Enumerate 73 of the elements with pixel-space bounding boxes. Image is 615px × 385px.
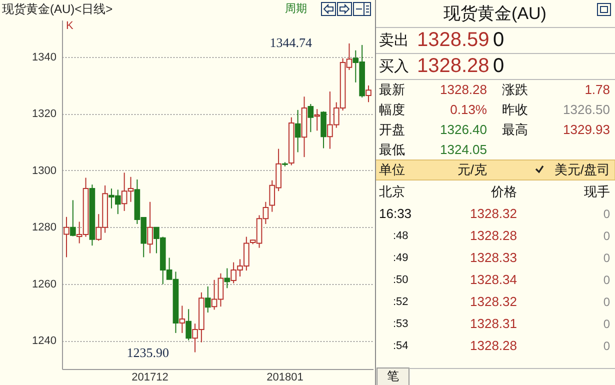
text: 1.78: [584, 82, 610, 97]
text: 最高: [502, 122, 528, 137]
y-tick-label: 1260: [32, 278, 56, 290]
text: :53: [393, 318, 408, 330]
text: :52: [393, 296, 408, 308]
text: 1328.28: [470, 338, 517, 353]
text: 1328.31: [470, 316, 517, 331]
text: 昨收: [502, 102, 528, 117]
text: 1329.93: [563, 122, 610, 137]
text: 买入: [379, 58, 409, 75]
text: 价格: [490, 184, 517, 199]
candlestick: [366, 84, 372, 103]
y-tick-label: 1280: [32, 222, 56, 234]
candlestick: [294, 109, 301, 153]
text: 0.13%: [450, 102, 488, 117]
text: 1328.28: [470, 228, 517, 243]
text: 0: [493, 55, 504, 77]
text: 1328.59: [417, 29, 490, 51]
text: 北京: [379, 184, 405, 199]
text: :49: [393, 252, 408, 264]
text: 1326.40: [440, 122, 487, 137]
text: 1326.50: [563, 102, 610, 117]
candlestick: [70, 200, 76, 237]
text: :50: [393, 274, 408, 286]
candlestick: [186, 308, 192, 341]
text: 单位: [379, 162, 405, 177]
text: 周期: [285, 3, 307, 15]
text: 0: [603, 339, 610, 353]
candlestick: [147, 201, 153, 254]
y-tick-label: 1240: [32, 335, 56, 348]
text: 卖出: [379, 32, 409, 49]
chart-title: 现货黄金(AU)<日线>: [2, 2, 113, 16]
text: :54: [393, 340, 408, 352]
annotation: 1344.74: [270, 35, 312, 50]
text: 1328.34: [470, 272, 517, 287]
text: 0: [603, 317, 610, 331]
text: 笔: [387, 369, 399, 383]
text: 0: [603, 251, 610, 265]
text: 现手: [584, 184, 610, 199]
text: 幅度: [379, 102, 405, 117]
text: 16:33: [379, 206, 412, 221]
candlestick: [204, 286, 211, 314]
x-tick-label: 201712: [132, 372, 168, 384]
text: 1328.28: [417, 55, 490, 77]
annotation: 1235.90: [126, 345, 169, 360]
x-tick-label: 201801: [266, 372, 304, 384]
text: 0: [493, 29, 504, 51]
text: 最低: [379, 142, 405, 157]
text: 0: [603, 295, 610, 309]
text: 开盘: [379, 122, 405, 137]
y-tick-label: 1340: [32, 51, 56, 64]
y-tick-label: 1300: [32, 164, 56, 177]
text: 1328.33: [470, 250, 517, 265]
text: 现货黄金(AU): [444, 4, 546, 23]
text: 涨跌: [502, 82, 528, 97]
text: 元/克: [457, 162, 487, 177]
text: 最新: [379, 82, 405, 97]
text: 0: [603, 229, 610, 243]
candlestick: [224, 268, 230, 289]
candlestick: [64, 216, 70, 258]
annotation: K: [66, 20, 74, 32]
text: 1328.32: [470, 206, 517, 221]
text: 1328.28: [440, 82, 487, 97]
candlestick: [179, 305, 186, 334]
text: 1324.05: [440, 142, 487, 157]
text: 1328.32: [470, 294, 517, 309]
candlestick: [308, 103, 314, 133]
text: :48: [393, 230, 408, 242]
text: 0: [603, 207, 610, 221]
y-tick-label: 1320: [32, 108, 56, 120]
text: 美元/盘司: [554, 162, 610, 177]
text: 0: [603, 273, 610, 287]
candlestick: [314, 108, 320, 132]
